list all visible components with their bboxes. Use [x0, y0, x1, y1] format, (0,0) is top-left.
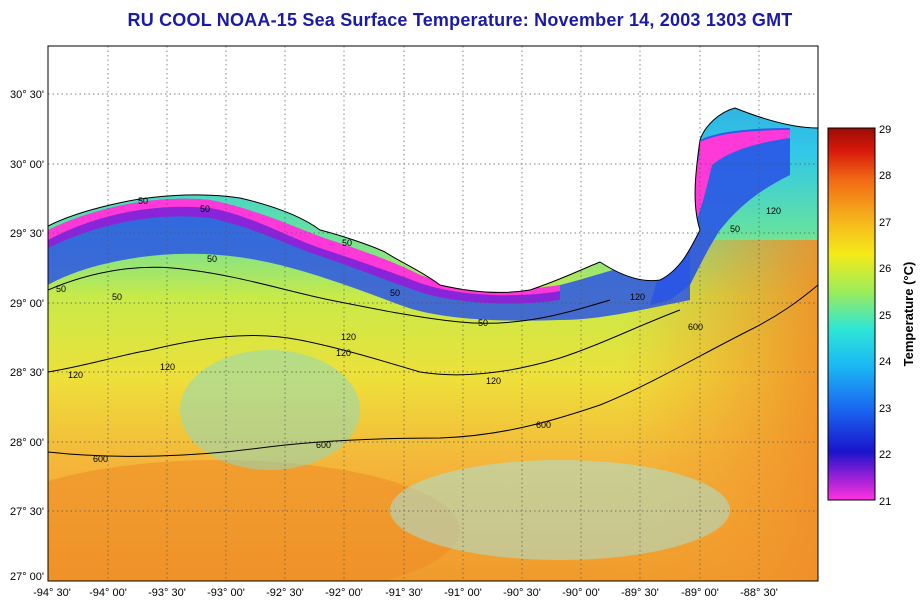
- colorbar-tick-label: 22: [879, 449, 891, 461]
- map-frame: [47, 45, 819, 582]
- isobath-label: 600: [536, 420, 551, 430]
- lat-tick-label: 29° 30': [10, 228, 44, 240]
- isobath-600m: [48, 284, 818, 457]
- lat-tick-label: 30° 00': [10, 159, 44, 171]
- lon-tick-label: -92° 00': [325, 587, 363, 599]
- coldest-delta-magenta: [680, 130, 790, 240]
- isobath-label: 120: [160, 362, 175, 372]
- lon-tick-label: -92° 30': [266, 587, 304, 599]
- isobath-label: 50: [138, 196, 148, 206]
- colorbar-tick-label: 27: [879, 217, 891, 229]
- lat-tick-label: 28° 30': [10, 367, 44, 379]
- lon-tick-label: -91° 00': [444, 587, 482, 599]
- colorbar-scale: [827, 127, 876, 501]
- graticule: [48, 46, 818, 581]
- temperature-colorbar: 29 28 27 26 25 24 23 22 21 Temperature (…: [827, 124, 916, 508]
- map-title: RU COOL NOAA-15 Sea Surface Temperature:…: [127, 10, 793, 30]
- lon-tick-label: -90° 00': [562, 587, 600, 599]
- longitude-axis: -94° 30' -94° 00' -93° 30' -93° 00' -92°…: [33, 587, 778, 599]
- lon-tick-label: -93° 00': [207, 587, 245, 599]
- warm-southwest-region: [48, 460, 460, 581]
- colorbar-tick-label: 26: [879, 263, 891, 275]
- lon-tick-label: -88° 30': [740, 587, 778, 599]
- cloud-noise-patch: [180, 350, 360, 470]
- colorbar-label: Temperature (°C): [901, 262, 916, 367]
- colorbar-tick-label: 29: [879, 124, 891, 136]
- isobath-label: 50: [342, 238, 352, 248]
- isobath-label: 120: [336, 348, 351, 358]
- cold-delta-band: [650, 128, 790, 305]
- lon-tick-label: -89° 30': [621, 587, 659, 599]
- lon-tick-label: -89° 00': [681, 587, 719, 599]
- colorbar-tick-label: 25: [879, 310, 891, 322]
- lat-tick-label: 28° 00': [10, 437, 44, 449]
- isobath-label: 50: [56, 284, 66, 294]
- land-mass: [48, 46, 818, 293]
- isobath-label: 120: [486, 376, 501, 386]
- isobath-label: 50: [207, 254, 217, 264]
- isobath-label: 50: [478, 318, 488, 328]
- isobath-label: 600: [688, 322, 703, 332]
- colorbar-tick-label: 23: [879, 403, 891, 415]
- isobath-label: 600: [316, 440, 331, 450]
- isobath-50m: [48, 266, 611, 324]
- isobath-label: 120: [341, 332, 356, 342]
- lat-tick-label: 27° 30': [10, 506, 44, 518]
- isobath-120m: [48, 309, 681, 376]
- isobath-label: 50: [390, 288, 400, 298]
- lat-tick-label: 29° 00': [10, 298, 44, 310]
- colorbar-tick-label: 28: [879, 170, 891, 182]
- lon-tick-label: -91° 30': [385, 587, 423, 599]
- isobath-label: 50: [112, 292, 122, 302]
- isobath-label: 120: [68, 370, 83, 380]
- isobath-label: 50: [200, 204, 210, 214]
- isobath-label: 120: [630, 292, 645, 302]
- isobath-label: 50: [730, 224, 740, 234]
- lon-tick-label: -93° 30': [148, 587, 186, 599]
- lon-tick-label: -94° 00': [89, 587, 127, 599]
- isobath-labels: 50 50 50 50 50 50 50 50 50 120 120 120 1…: [56, 196, 781, 464]
- isobath-contours: [48, 266, 818, 457]
- lat-tick-label: 27° 00': [10, 571, 44, 583]
- lon-tick-label: -90° 30': [503, 587, 541, 599]
- lon-tick-label: -94° 30': [33, 587, 71, 599]
- lat-tick-label: 30° 30': [10, 89, 44, 101]
- isobath-label: 120: [766, 206, 781, 216]
- colorbar-tick-label: 21: [879, 496, 891, 508]
- latitude-axis: 30° 30' 30° 00' 29° 30' 29° 00' 28° 30' …: [10, 89, 44, 583]
- cloud-noise-patch: [390, 460, 730, 560]
- isobath-label: 600: [93, 454, 108, 464]
- map-plot-area: 50 50 50 50 50 50 50 50 50 120 120 120 1…: [48, 46, 818, 581]
- colorbar-tick-label: 24: [879, 356, 891, 368]
